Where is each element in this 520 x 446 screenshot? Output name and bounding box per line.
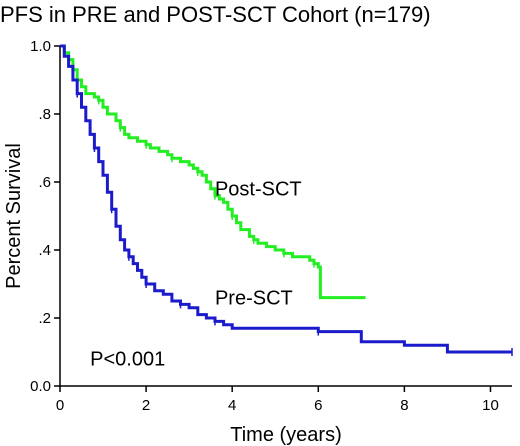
y-tick-label: 1.0 bbox=[30, 38, 51, 55]
x-ticks: 0 2 4 6 8 10 bbox=[56, 386, 499, 414]
x-tick-label: 10 bbox=[482, 397, 499, 414]
series-line-post-sct bbox=[60, 44, 366, 300]
plot-area: 0 2 4 6 8 10 0.0 .2 .4 .6 .8 1.0 Post-SCT Pre-SCT bbox=[30, 38, 513, 414]
y-tick-label: .6 bbox=[38, 174, 51, 191]
x-tick-label: 6 bbox=[314, 397, 322, 414]
series-group bbox=[60, 44, 513, 356]
x-tick-label: 0 bbox=[56, 397, 64, 414]
chart-title: PFS in PRE and POST-SCT Cohort (n=179) bbox=[0, 2, 431, 27]
y-tick-label: 0.0 bbox=[30, 378, 51, 395]
series-label-post-sct: Post-SCT bbox=[215, 179, 302, 201]
x-tick-label: 4 bbox=[228, 397, 236, 414]
y-tick-label: .8 bbox=[38, 106, 51, 123]
y-axis-label: Percent Survival bbox=[3, 143, 25, 289]
series-line-pre-sct bbox=[60, 44, 512, 354]
series-labels: Post-SCT Pre-SCT bbox=[215, 179, 302, 310]
p-value-annotation: P<0.001 bbox=[90, 349, 165, 371]
y-ticks: 0.0 .2 .4 .6 .8 1.0 bbox=[30, 38, 60, 395]
x-tick-label: 2 bbox=[142, 397, 150, 414]
x-axis-label: Time (years) bbox=[230, 424, 341, 446]
x-tick-label: 8 bbox=[400, 397, 408, 414]
series-label-pre-sct: Pre-SCT bbox=[215, 287, 293, 309]
y-tick-label: .2 bbox=[38, 310, 51, 327]
y-tick-label: .4 bbox=[38, 242, 51, 259]
